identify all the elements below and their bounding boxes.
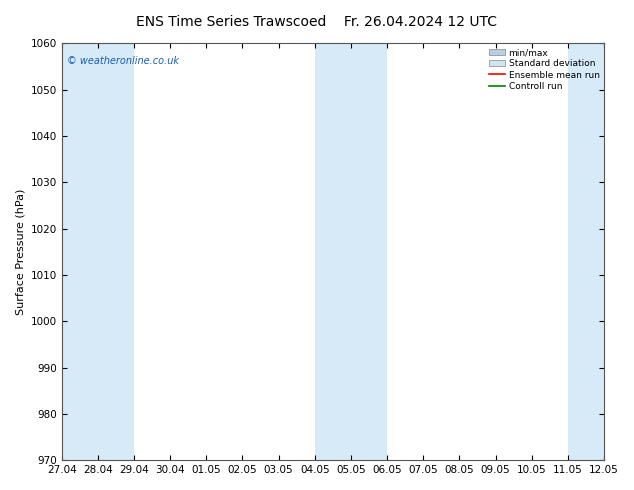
Bar	[61, 44, 134, 460]
Text: © weatheronline.co.uk: © weatheronline.co.uk	[67, 56, 179, 66]
Legend: min/max, Standard deviation, Ensemble mean run, Controll run: min/max, Standard deviation, Ensemble me…	[487, 46, 602, 93]
Text: ENS Time Series Trawscoed    Fr. 26.04.2024 12 UTC: ENS Time Series Trawscoed Fr. 26.04.2024…	[136, 15, 498, 29]
Bar	[315, 44, 387, 460]
Bar	[568, 44, 604, 460]
Y-axis label: Surface Pressure (hPa): Surface Pressure (hPa)	[15, 189, 25, 315]
